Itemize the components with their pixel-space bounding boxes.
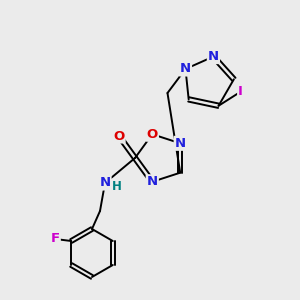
Text: O: O (113, 130, 124, 142)
Text: I: I (238, 85, 243, 98)
Text: N: N (208, 50, 219, 63)
Text: N: N (147, 175, 158, 188)
Text: N: N (180, 62, 191, 76)
Text: F: F (51, 232, 60, 245)
Text: H: H (112, 179, 122, 193)
Text: O: O (147, 128, 158, 141)
Text: N: N (99, 176, 111, 190)
Text: N: N (175, 137, 186, 150)
